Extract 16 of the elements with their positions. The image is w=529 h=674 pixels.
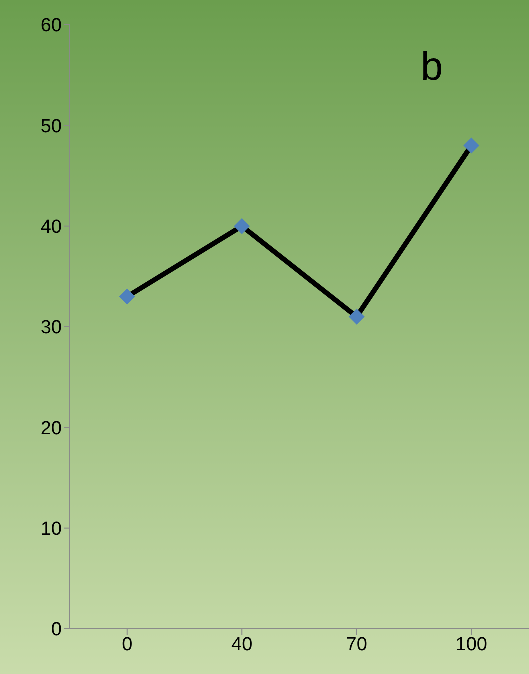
y-tick-label: 50 xyxy=(40,116,62,138)
point xyxy=(119,288,136,305)
point xyxy=(464,138,480,154)
x-tick-label: 100 xyxy=(456,634,488,656)
y-tick-label: 10 xyxy=(40,519,62,540)
point xyxy=(234,218,250,234)
annotation: b xyxy=(420,45,444,89)
y-tick-label: 0 xyxy=(51,620,62,641)
point xyxy=(348,308,365,325)
x-tick-label: 70 xyxy=(346,634,368,656)
y-tick-label: 20 xyxy=(40,418,62,440)
y-tick-label: 60 xyxy=(40,16,62,37)
y-tick-label: 30 xyxy=(40,318,62,339)
y-tick-label: 40 xyxy=(40,217,62,238)
x-tick-label: 40 xyxy=(232,634,253,656)
x-tick-label: 0 xyxy=(122,634,133,656)
